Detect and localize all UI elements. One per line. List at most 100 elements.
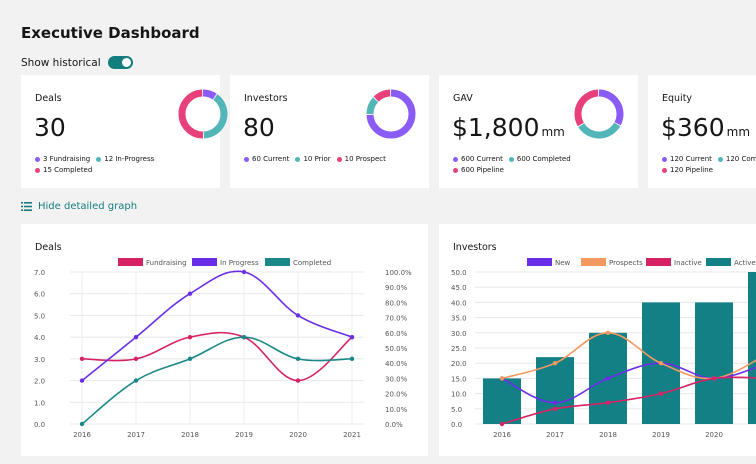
x-tick-label: 2019 <box>652 431 670 439</box>
show-historical-row: Show historical <box>21 56 133 69</box>
data-point <box>552 361 558 366</box>
data-point <box>349 334 355 340</box>
show-historical-toggle[interactable] <box>107 56 133 69</box>
legend-swatch <box>265 258 290 266</box>
legend-item: 600 Current <box>453 155 503 163</box>
kpi-title: GAV <box>453 93 473 104</box>
data-point <box>187 356 193 362</box>
legend-label: Prospects <box>609 259 643 267</box>
data-point <box>658 391 664 396</box>
data-point <box>552 406 558 411</box>
donut-slice <box>203 94 228 139</box>
legend-label: Active <box>734 259 756 267</box>
legend-item: 10 Prospect <box>336 155 386 163</box>
data-point <box>133 378 139 383</box>
kpi-value: 80 <box>243 113 275 142</box>
series-line <box>501 376 756 425</box>
legend-item: 120 Current <box>662 155 712 163</box>
y-tick-label: 1.0 <box>34 399 45 407</box>
y-tick-label: 6.0 <box>34 291 45 299</box>
list-icon <box>21 202 32 211</box>
data-point <box>79 356 85 362</box>
x-tick-label: 2021 <box>343 431 361 439</box>
kpi-title: Investors <box>244 93 288 104</box>
data-point <box>711 376 717 381</box>
bar <box>695 302 733 424</box>
y-tick-label: 25.0 <box>451 345 467 353</box>
legend-label: In Progress <box>220 259 259 267</box>
data-point <box>605 400 611 405</box>
data-point <box>241 269 247 275</box>
investors-combo-chart: 0.0 5.0 10.0 15.0 20.0 25.0 30.0 35.0 40.0 45.0 50… <box>451 258 756 439</box>
data-point <box>605 376 611 381</box>
legend-dot-icon <box>244 156 249 162</box>
kpi-card-gav: GAV $1,800 mm 600 Current 600 Completed 60… <box>439 75 638 188</box>
legend-item: 15 Completed <box>35 166 92 174</box>
legend-dot-icon <box>662 167 667 173</box>
x-tick-label: 2018 <box>181 431 199 439</box>
chart-title: Deals <box>35 242 62 253</box>
legend-item: 60 Current <box>244 155 289 163</box>
kpi-legend: 600 Current 600 Completed 600 Pipeline <box>453 154 633 176</box>
legend-dot-icon <box>336 156 342 162</box>
y2-tick-label: 90.0% <box>385 284 408 292</box>
y2-tick-label: 70.0% <box>385 315 408 323</box>
legend-swatch <box>646 258 671 266</box>
data-point <box>499 376 505 381</box>
donut-slice <box>366 89 416 139</box>
data-point <box>552 400 558 405</box>
kpi-card-equity: Equity $360 mm 120 Current 120 Com 120 Pip… <box>648 75 756 188</box>
legend-label: Fundraising <box>146 259 187 267</box>
data-point <box>79 421 85 427</box>
legend-label: Completed <box>293 259 331 267</box>
kpi-card-investors: Investors 80 60 Current 10 Prior 10 Prospe… <box>230 75 429 188</box>
bar <box>483 378 521 424</box>
series-line <box>81 270 353 382</box>
legend-dot-icon <box>453 156 458 162</box>
legend-dot-icon <box>35 156 40 162</box>
y2-tick-label: 50.0% <box>385 345 408 353</box>
y2-tick-label: 100.0% <box>385 269 412 277</box>
y2-tick-label: 40.0% <box>385 360 408 368</box>
data-point <box>295 313 301 318</box>
y2-tick-label: 20.0% <box>385 391 408 399</box>
y-tick-label: 35.0 <box>451 315 467 323</box>
y-tick-label: 3.0 <box>34 356 45 364</box>
data-point <box>187 291 193 296</box>
x-tick-label: 2016 <box>73 431 91 439</box>
legend-item: 600 Completed <box>508 155 571 163</box>
data-point <box>79 378 85 383</box>
series-line <box>81 331 353 382</box>
legend-dot-icon <box>295 156 301 162</box>
hide-detailed-graph-link[interactable]: Hide detailed graph <box>21 201 137 212</box>
x-tick-label: 2017 <box>127 431 145 439</box>
y-tick-label: 10.0 <box>451 391 467 399</box>
y-tick-label: 7.0 <box>34 269 45 277</box>
chart-title: Investors <box>453 242 497 253</box>
data-point <box>499 421 505 427</box>
legend-dot-icon <box>96 156 102 162</box>
investors-donut-chart <box>366 89 416 139</box>
y-tick-label: 40.0 <box>451 299 467 307</box>
donut-slice <box>574 89 599 127</box>
data-point <box>133 356 139 362</box>
x-tick-label: 2020 <box>705 431 723 439</box>
deals-chart-card: Deals 0.0 1.0 2.0 3.0 4.0 5.0 6.0 7.0 0.0% 10.0% 2… <box>21 224 428 456</box>
y2-tick-label: 60.0% <box>385 330 408 338</box>
legend-swatch <box>581 258 606 266</box>
kpi-value: $360 mm <box>661 113 751 142</box>
y-tick-label: 0.0 <box>34 421 45 429</box>
investors-chart-card: Investors 0.0 5.0 10.0 15.0 20.0 25.0 30.0 35.0… <box>439 224 756 456</box>
kpi-legend: 3 Fundraising 12 In-Progress 15 Completed <box>35 154 215 176</box>
legend-dot-icon <box>508 156 514 162</box>
legend-dot-icon <box>453 167 458 173</box>
kpi-value: $1,800 mm <box>452 113 565 142</box>
legend-swatch <box>192 258 217 266</box>
bar <box>536 357 574 424</box>
x-tick-label: 2017 <box>546 431 564 439</box>
data-point <box>295 378 301 383</box>
legend-swatch <box>706 258 731 266</box>
x-tick-label: 2018 <box>599 431 617 439</box>
data-point <box>295 356 301 362</box>
kpi-value: 30 <box>34 113 66 142</box>
